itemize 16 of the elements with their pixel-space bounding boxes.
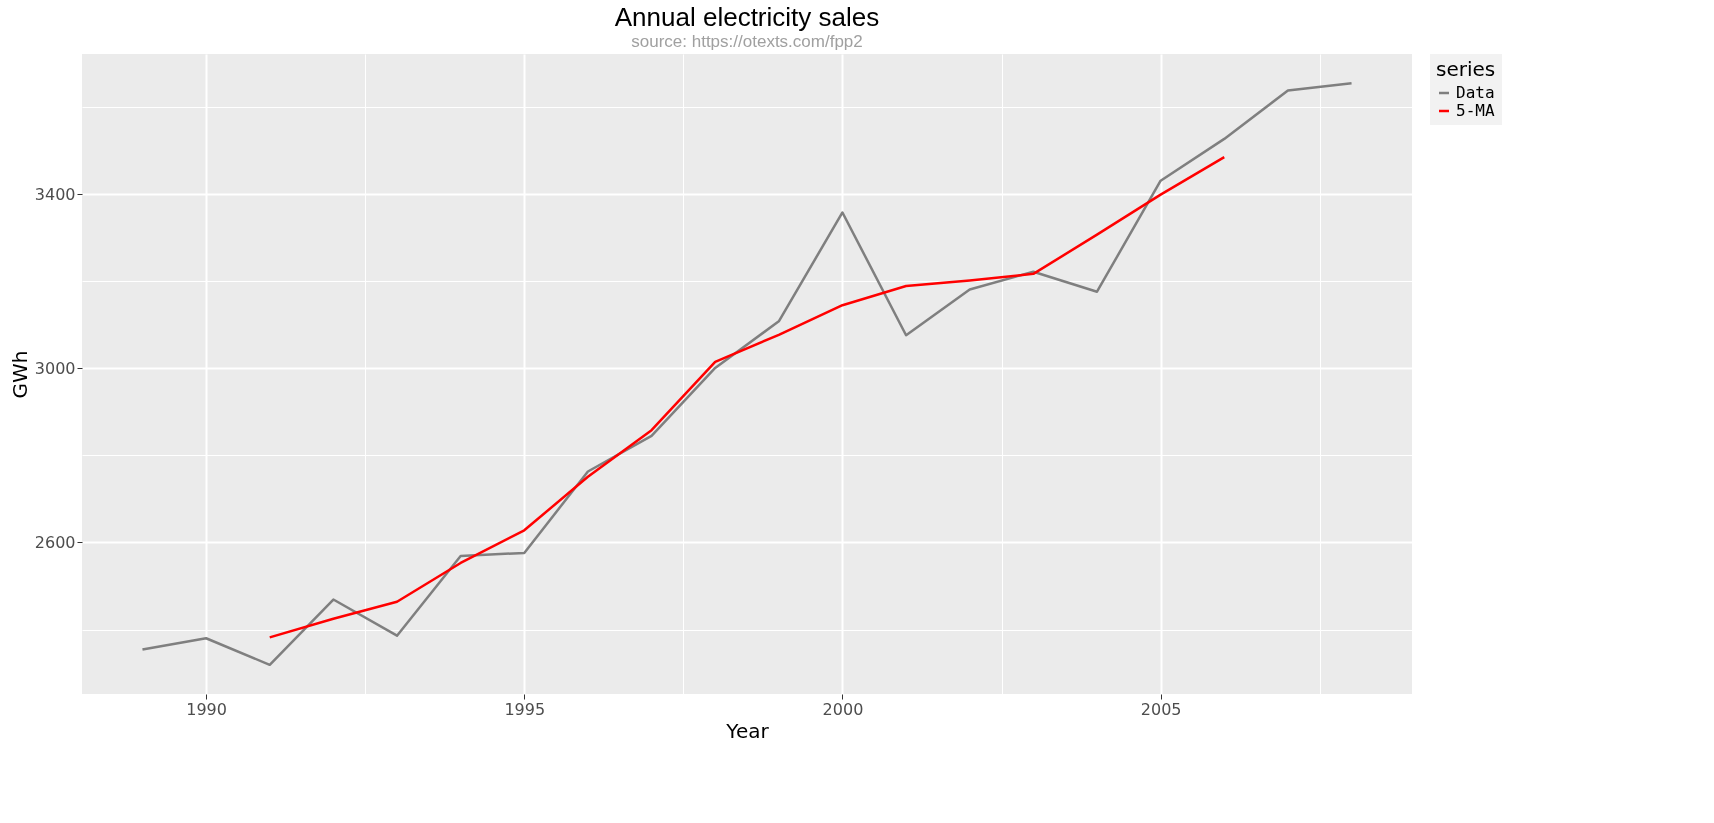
x-axis-title: Year bbox=[725, 718, 770, 743]
x-tick-label: 1990 bbox=[186, 699, 227, 719]
x-tick-label: 2000 bbox=[822, 699, 864, 719]
y-axis-title: GWh bbox=[7, 350, 32, 399]
line-series bbox=[268, 155, 1226, 639]
chart-title: Annual electricity sales bbox=[614, 2, 880, 32]
x-tick-label: 1995 bbox=[504, 699, 546, 719]
chart-subtitle: source: https://otexts.com/fpp2 bbox=[631, 32, 863, 51]
y-tick-label: 2600 bbox=[34, 532, 76, 552]
x-tick-label: 2005 bbox=[1140, 699, 1182, 719]
legend-label: Data bbox=[1456, 83, 1495, 102]
legend-label: 5-MA bbox=[1456, 101, 1495, 120]
y-tick-label: 3000 bbox=[34, 358, 76, 378]
legend-title: series bbox=[1436, 57, 1496, 81]
y-tick-label: 3400 bbox=[34, 184, 76, 204]
line-series bbox=[141, 81, 1353, 667]
